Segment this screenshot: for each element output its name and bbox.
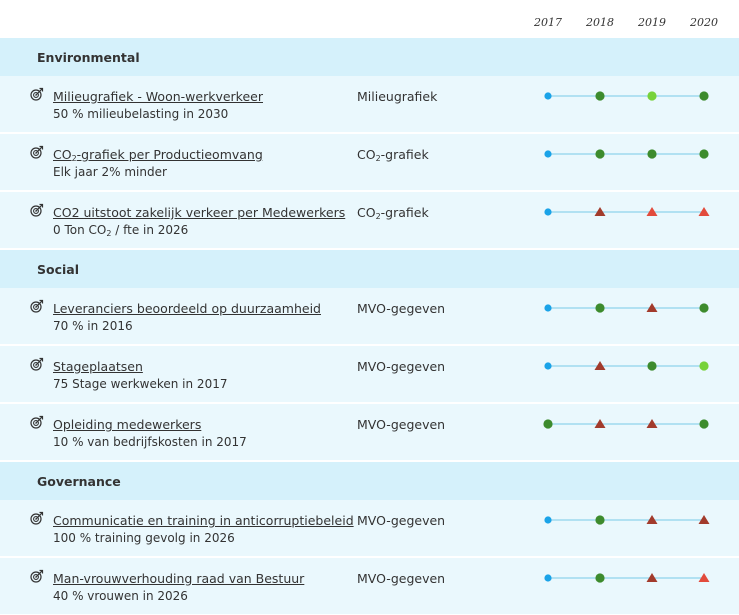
status-dot-2020: [699, 91, 709, 101]
indicator-title-link[interactable]: Man-vrouwverhouding raad van Bestuur: [53, 571, 305, 586]
status-dot-2017: [544, 150, 552, 158]
indicator-title-link[interactable]: Stageplaatsen: [53, 359, 143, 374]
target-arrow-icon: [30, 202, 44, 217]
status-timeline: [543, 419, 709, 429]
status-dot-2017: [544, 516, 552, 524]
indicator-row: Leveranciers beoordeeld op duurzaamheid …: [0, 288, 739, 345]
indicator-row: Milieugrafiek - Woon-werkverkeer 50 % mi…: [0, 76, 739, 133]
target-arrow-icon: [30, 356, 44, 371]
status-timeline: [544, 515, 710, 525]
target-arrow-icon: [30, 568, 44, 583]
status-timeline: [544, 149, 709, 159]
status-triangle-2019: [646, 207, 658, 216]
status-dot-2019: [647, 361, 657, 371]
status-triangle-2020: [698, 207, 710, 216]
status-dot-2018: [595, 303, 605, 313]
indicator-title-link[interactable]: Milieugrafiek - Woon-werkverkeer: [53, 89, 263, 104]
target-arrow-icon: [30, 144, 44, 159]
status-dot-2019: [647, 91, 657, 101]
indicator-row: Communicatie en training in anticorrupti…: [0, 500, 739, 557]
status-triangle-2019: [646, 515, 658, 524]
section-title: Environmental: [37, 50, 140, 65]
status-dot-2017: [544, 362, 552, 370]
indicator-row: Man-vrouwverhouding raad van Bestuur 40 …: [0, 558, 739, 615]
indicator-title-link[interactable]: CO2-grafiek per Productieomvang: [53, 147, 263, 163]
target-arrow-icon: [30, 510, 44, 525]
indicator-title-link[interactable]: Communicatie en training in anticorrupti…: [53, 513, 354, 528]
indicator-row: CO2 uitstoot zakelijk verkeer per Medewe…: [0, 192, 739, 249]
status-dot-2018: [595, 515, 605, 525]
target-arrow-icon: [30, 298, 44, 313]
status-dot-2020: [699, 361, 709, 371]
indicator-row: CO2-grafiek per Productieomvang Elk jaar…: [0, 134, 739, 191]
section-title: Social: [37, 262, 80, 277]
indicator-target: 40 % vrouwen in 2026: [53, 589, 188, 603]
year-label-2019: 2019: [638, 16, 666, 29]
indicator-target: Elk jaar 2% minder: [53, 165, 167, 179]
status-dot-2017: [544, 92, 552, 100]
status-dot-2018: [595, 149, 605, 159]
indicator-target: 0 Ton CO2 / fte in 2026: [53, 223, 189, 238]
year-label-2017: 2017: [534, 16, 562, 29]
year-label-2020: 2020: [690, 16, 718, 29]
section-header-governance: Governance: [0, 462, 739, 500]
section-header-social: Social: [0, 250, 739, 288]
indicator-title-link[interactable]: Opleiding medewerkers: [53, 417, 202, 432]
status-dot-2017: [544, 304, 552, 312]
indicator-target: 50 % milieubelasting in 2030: [53, 107, 229, 121]
status-timeline: [544, 207, 710, 216]
indicator-source: MVO-gegeven: [357, 301, 446, 316]
status-triangle-2020: [698, 515, 710, 524]
status-triangle-2018: [594, 207, 606, 216]
indicator-source: CO2-grafiek: [357, 147, 429, 163]
section-header-environmental: Environmental: [0, 38, 739, 76]
status-dot-2018: [595, 91, 605, 101]
indicator-source: MVO-gegeven: [357, 571, 446, 586]
status-dot-2017: [544, 208, 552, 216]
status-timeline: [544, 573, 710, 583]
indicator-source: Milieugrafiek: [357, 89, 438, 104]
status-triangle-2019: [646, 573, 658, 582]
indicator-source: MVO-gegeven: [357, 513, 446, 528]
section-title: Governance: [37, 474, 121, 489]
indicator-target: 75 Stage werkweken in 2017: [53, 377, 228, 391]
year-label-2018: 2018: [586, 16, 614, 29]
status-triangle-2018: [594, 419, 606, 428]
status-dot-2018: [595, 573, 605, 583]
status-triangle-2019: [646, 303, 658, 312]
indicator-target: 10 % van bedrijfskosten in 2017: [53, 435, 247, 449]
status-dot-2019: [647, 149, 657, 159]
status-dot-2020: [699, 419, 709, 429]
indicator-source: CO2-grafiek: [357, 205, 429, 221]
status-dot-2020: [699, 149, 709, 159]
target-arrow-icon: [30, 414, 44, 429]
indicator-target: 70 % in 2016: [53, 319, 133, 333]
indicator-title-link[interactable]: Leveranciers beoordeeld op duurzaamheid: [53, 301, 321, 316]
year-header: 2017 2018 2019 2020: [0, 0, 739, 38]
status-dot-2017: [544, 574, 552, 582]
indicator-target: 100 % training gevolg in 2026: [53, 531, 235, 545]
status-timeline: [544, 91, 709, 101]
target-arrow-icon: [30, 86, 44, 101]
status-dot-2020: [699, 303, 709, 313]
status-triangle-2019: [646, 419, 658, 428]
status-triangle-2018: [594, 361, 606, 370]
status-triangle-2020: [698, 573, 710, 582]
indicator-row: Opleiding medewerkers 10 % van bedrijfsk…: [0, 404, 739, 461]
indicator-source: MVO-gegeven: [357, 359, 446, 374]
status-timeline: [544, 361, 709, 371]
indicator-row: Stageplaatsen 75 Stage werkweken in 2017…: [0, 346, 739, 403]
indicator-source: MVO-gegeven: [357, 417, 446, 432]
status-timeline: [544, 303, 709, 313]
status-dot-2017: [543, 419, 553, 429]
indicator-title-link[interactable]: CO2 uitstoot zakelijk verkeer per Medewe…: [53, 205, 346, 220]
